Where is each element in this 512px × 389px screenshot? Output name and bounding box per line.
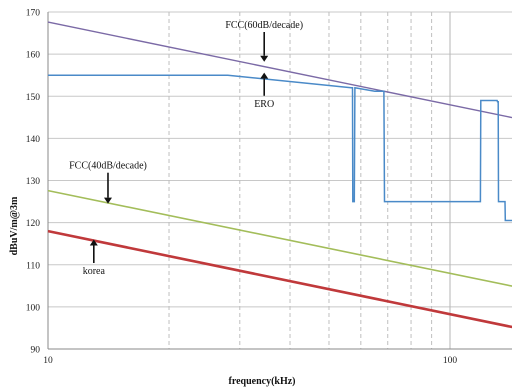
annotation-arrow-head xyxy=(89,239,98,246)
annotation-arrow-head xyxy=(260,55,269,62)
series-lines xyxy=(47,21,512,329)
y-tick-label: 90 xyxy=(31,346,41,356)
y-tick-label: 160 xyxy=(26,51,41,61)
y-tick-label: 130 xyxy=(26,177,41,187)
y-axis-title: dBuV/m@3m xyxy=(9,196,20,255)
annotation-label: FCC(60dB/decade) xyxy=(225,20,303,31)
x-axis-title: frequency(kHz) xyxy=(228,376,295,387)
y-tick-label: 140 xyxy=(26,135,41,145)
grid xyxy=(48,11,512,349)
y-tick-label: 100 xyxy=(26,303,41,313)
annotation-label: FCC(40dB/decade) xyxy=(69,161,147,172)
annotation-arrow-head xyxy=(103,197,112,204)
y-tick-label: 170 xyxy=(26,9,41,19)
y-tick-label: 110 xyxy=(26,261,40,271)
tick-labels: 90 100 110 120 130 140 150 160 170 10 100 xyxy=(26,9,458,367)
x-tick-label: 100 xyxy=(443,356,458,366)
series-line-ero xyxy=(48,74,512,222)
y-tick-label: 120 xyxy=(26,219,41,229)
series-line-korea xyxy=(47,229,512,329)
axes xyxy=(47,12,512,350)
annotation-label: ERO xyxy=(254,99,274,110)
annotation-label: korea xyxy=(83,266,106,277)
annotations: FCC(60dB/decade) ERO FCC(40dB/decade) korea xyxy=(69,20,303,277)
series-line-fcc-40db-decade xyxy=(47,189,512,287)
annotation-arrow-head xyxy=(260,72,269,79)
y-tick-label: 150 xyxy=(26,93,41,103)
x-tick-label: 10 xyxy=(43,356,53,366)
series-line-fcc-60db-decade xyxy=(47,21,512,119)
